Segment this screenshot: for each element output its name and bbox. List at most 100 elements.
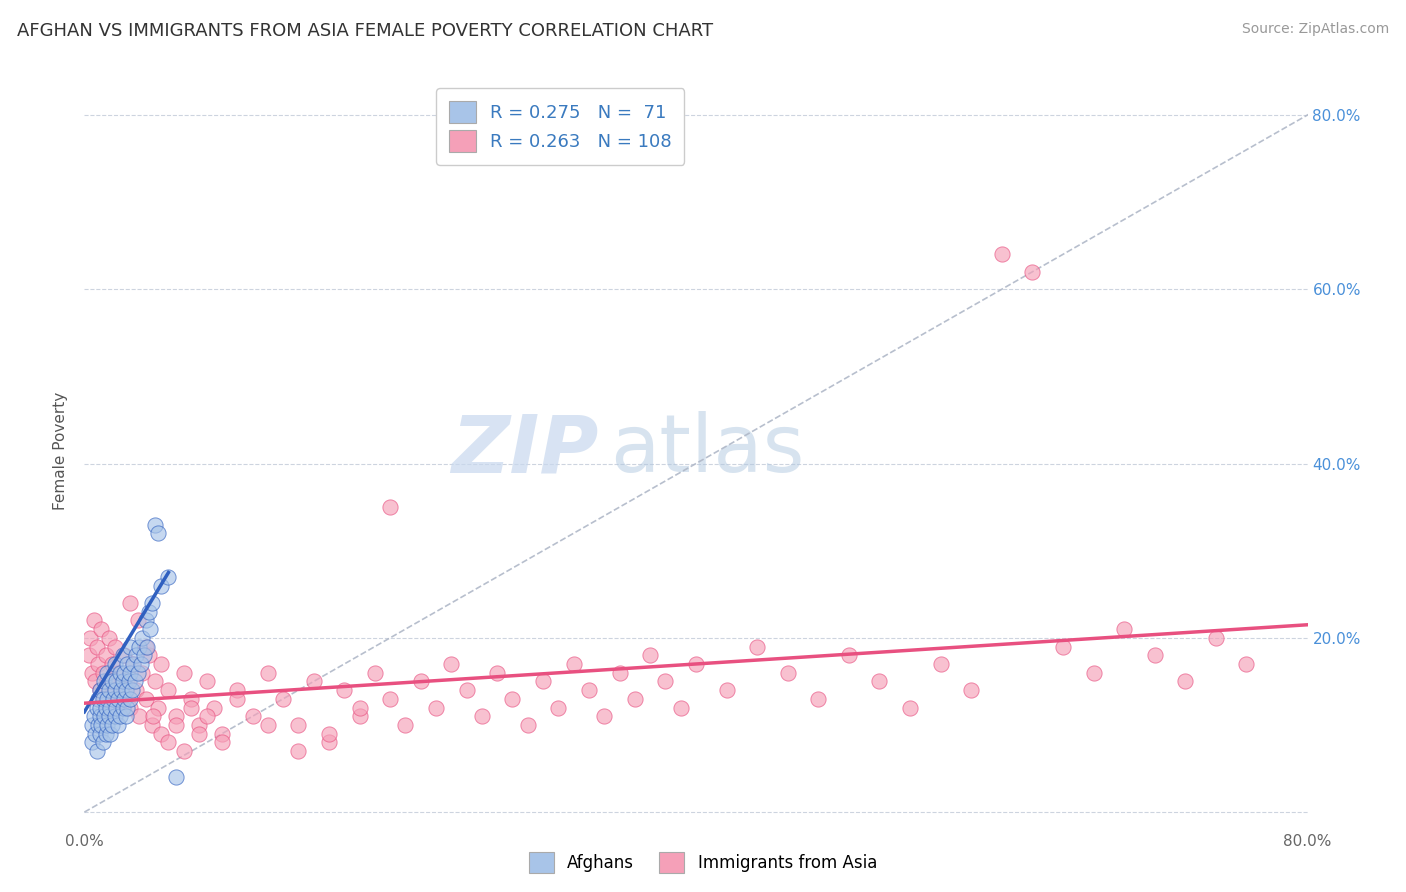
Point bbox=[120, 640, 142, 654]
Point bbox=[84, 674, 107, 689]
Point bbox=[129, 657, 152, 671]
Point bbox=[112, 665, 135, 680]
Point bbox=[89, 727, 111, 741]
Point bbox=[960, 683, 983, 698]
Point bbox=[257, 718, 280, 732]
Point bbox=[128, 709, 150, 723]
Point bbox=[124, 674, 146, 689]
Point bbox=[80, 718, 103, 732]
Point bbox=[440, 657, 463, 671]
Point bbox=[98, 700, 121, 714]
Point bbox=[669, 700, 692, 714]
Point bbox=[257, 665, 280, 680]
Point bbox=[146, 526, 169, 541]
Point bbox=[747, 640, 769, 654]
Point bbox=[157, 735, 180, 749]
Point bbox=[138, 648, 160, 663]
Point bbox=[93, 691, 115, 706]
Point bbox=[87, 691, 110, 706]
Point bbox=[318, 727, 340, 741]
Point bbox=[531, 674, 554, 689]
Point bbox=[97, 631, 120, 645]
Point bbox=[104, 683, 127, 698]
Point bbox=[486, 665, 509, 680]
Point bbox=[138, 605, 160, 619]
Point bbox=[101, 657, 124, 671]
Point bbox=[115, 700, 138, 714]
Point bbox=[84, 727, 107, 741]
Point bbox=[380, 691, 402, 706]
Point bbox=[226, 691, 249, 706]
Point bbox=[90, 718, 112, 732]
Point bbox=[110, 683, 132, 698]
Point bbox=[593, 709, 616, 723]
Point bbox=[869, 674, 891, 689]
Point bbox=[1205, 631, 1227, 645]
Point bbox=[364, 665, 387, 680]
Point bbox=[173, 744, 195, 758]
Point bbox=[111, 674, 134, 689]
Point bbox=[101, 674, 124, 689]
Point bbox=[125, 648, 148, 663]
Point bbox=[115, 657, 138, 671]
Point bbox=[149, 727, 172, 741]
Point bbox=[149, 578, 172, 592]
Point bbox=[127, 665, 149, 680]
Point bbox=[349, 709, 371, 723]
Point bbox=[128, 640, 150, 654]
Point bbox=[107, 665, 129, 680]
Point bbox=[120, 665, 142, 680]
Point bbox=[685, 657, 707, 671]
Point bbox=[96, 674, 118, 689]
Point bbox=[131, 665, 153, 680]
Point bbox=[135, 691, 157, 706]
Point bbox=[86, 744, 108, 758]
Point bbox=[1174, 674, 1197, 689]
Point bbox=[107, 718, 129, 732]
Point bbox=[90, 622, 112, 636]
Point bbox=[97, 683, 120, 698]
Point bbox=[195, 709, 218, 723]
Point bbox=[157, 570, 180, 584]
Point bbox=[112, 691, 135, 706]
Point bbox=[142, 709, 165, 723]
Point bbox=[89, 700, 111, 714]
Point bbox=[562, 657, 585, 671]
Point bbox=[1083, 665, 1105, 680]
Point bbox=[180, 700, 202, 714]
Point bbox=[188, 727, 211, 741]
Point bbox=[122, 657, 145, 671]
Point bbox=[132, 648, 155, 663]
Point bbox=[139, 622, 162, 636]
Point bbox=[135, 614, 157, 628]
Point bbox=[80, 665, 103, 680]
Point bbox=[86, 700, 108, 714]
Point bbox=[104, 640, 127, 654]
Point bbox=[77, 648, 100, 663]
Point bbox=[425, 700, 447, 714]
Point bbox=[103, 683, 125, 698]
Point bbox=[287, 744, 309, 758]
Point bbox=[136, 640, 159, 654]
Point bbox=[624, 691, 647, 706]
Point bbox=[211, 735, 233, 749]
Point bbox=[86, 640, 108, 654]
Point bbox=[107, 691, 129, 706]
Point bbox=[409, 674, 432, 689]
Point bbox=[127, 614, 149, 628]
Point bbox=[716, 683, 738, 698]
Point bbox=[1143, 648, 1166, 663]
Point bbox=[929, 657, 952, 671]
Point bbox=[98, 727, 121, 741]
Point bbox=[98, 700, 121, 714]
Point bbox=[131, 631, 153, 645]
Point bbox=[195, 674, 218, 689]
Point bbox=[83, 709, 105, 723]
Point bbox=[105, 674, 128, 689]
Point bbox=[108, 709, 131, 723]
Point bbox=[93, 709, 115, 723]
Point bbox=[91, 665, 114, 680]
Point bbox=[94, 648, 117, 663]
Point bbox=[188, 718, 211, 732]
Point bbox=[333, 683, 356, 698]
